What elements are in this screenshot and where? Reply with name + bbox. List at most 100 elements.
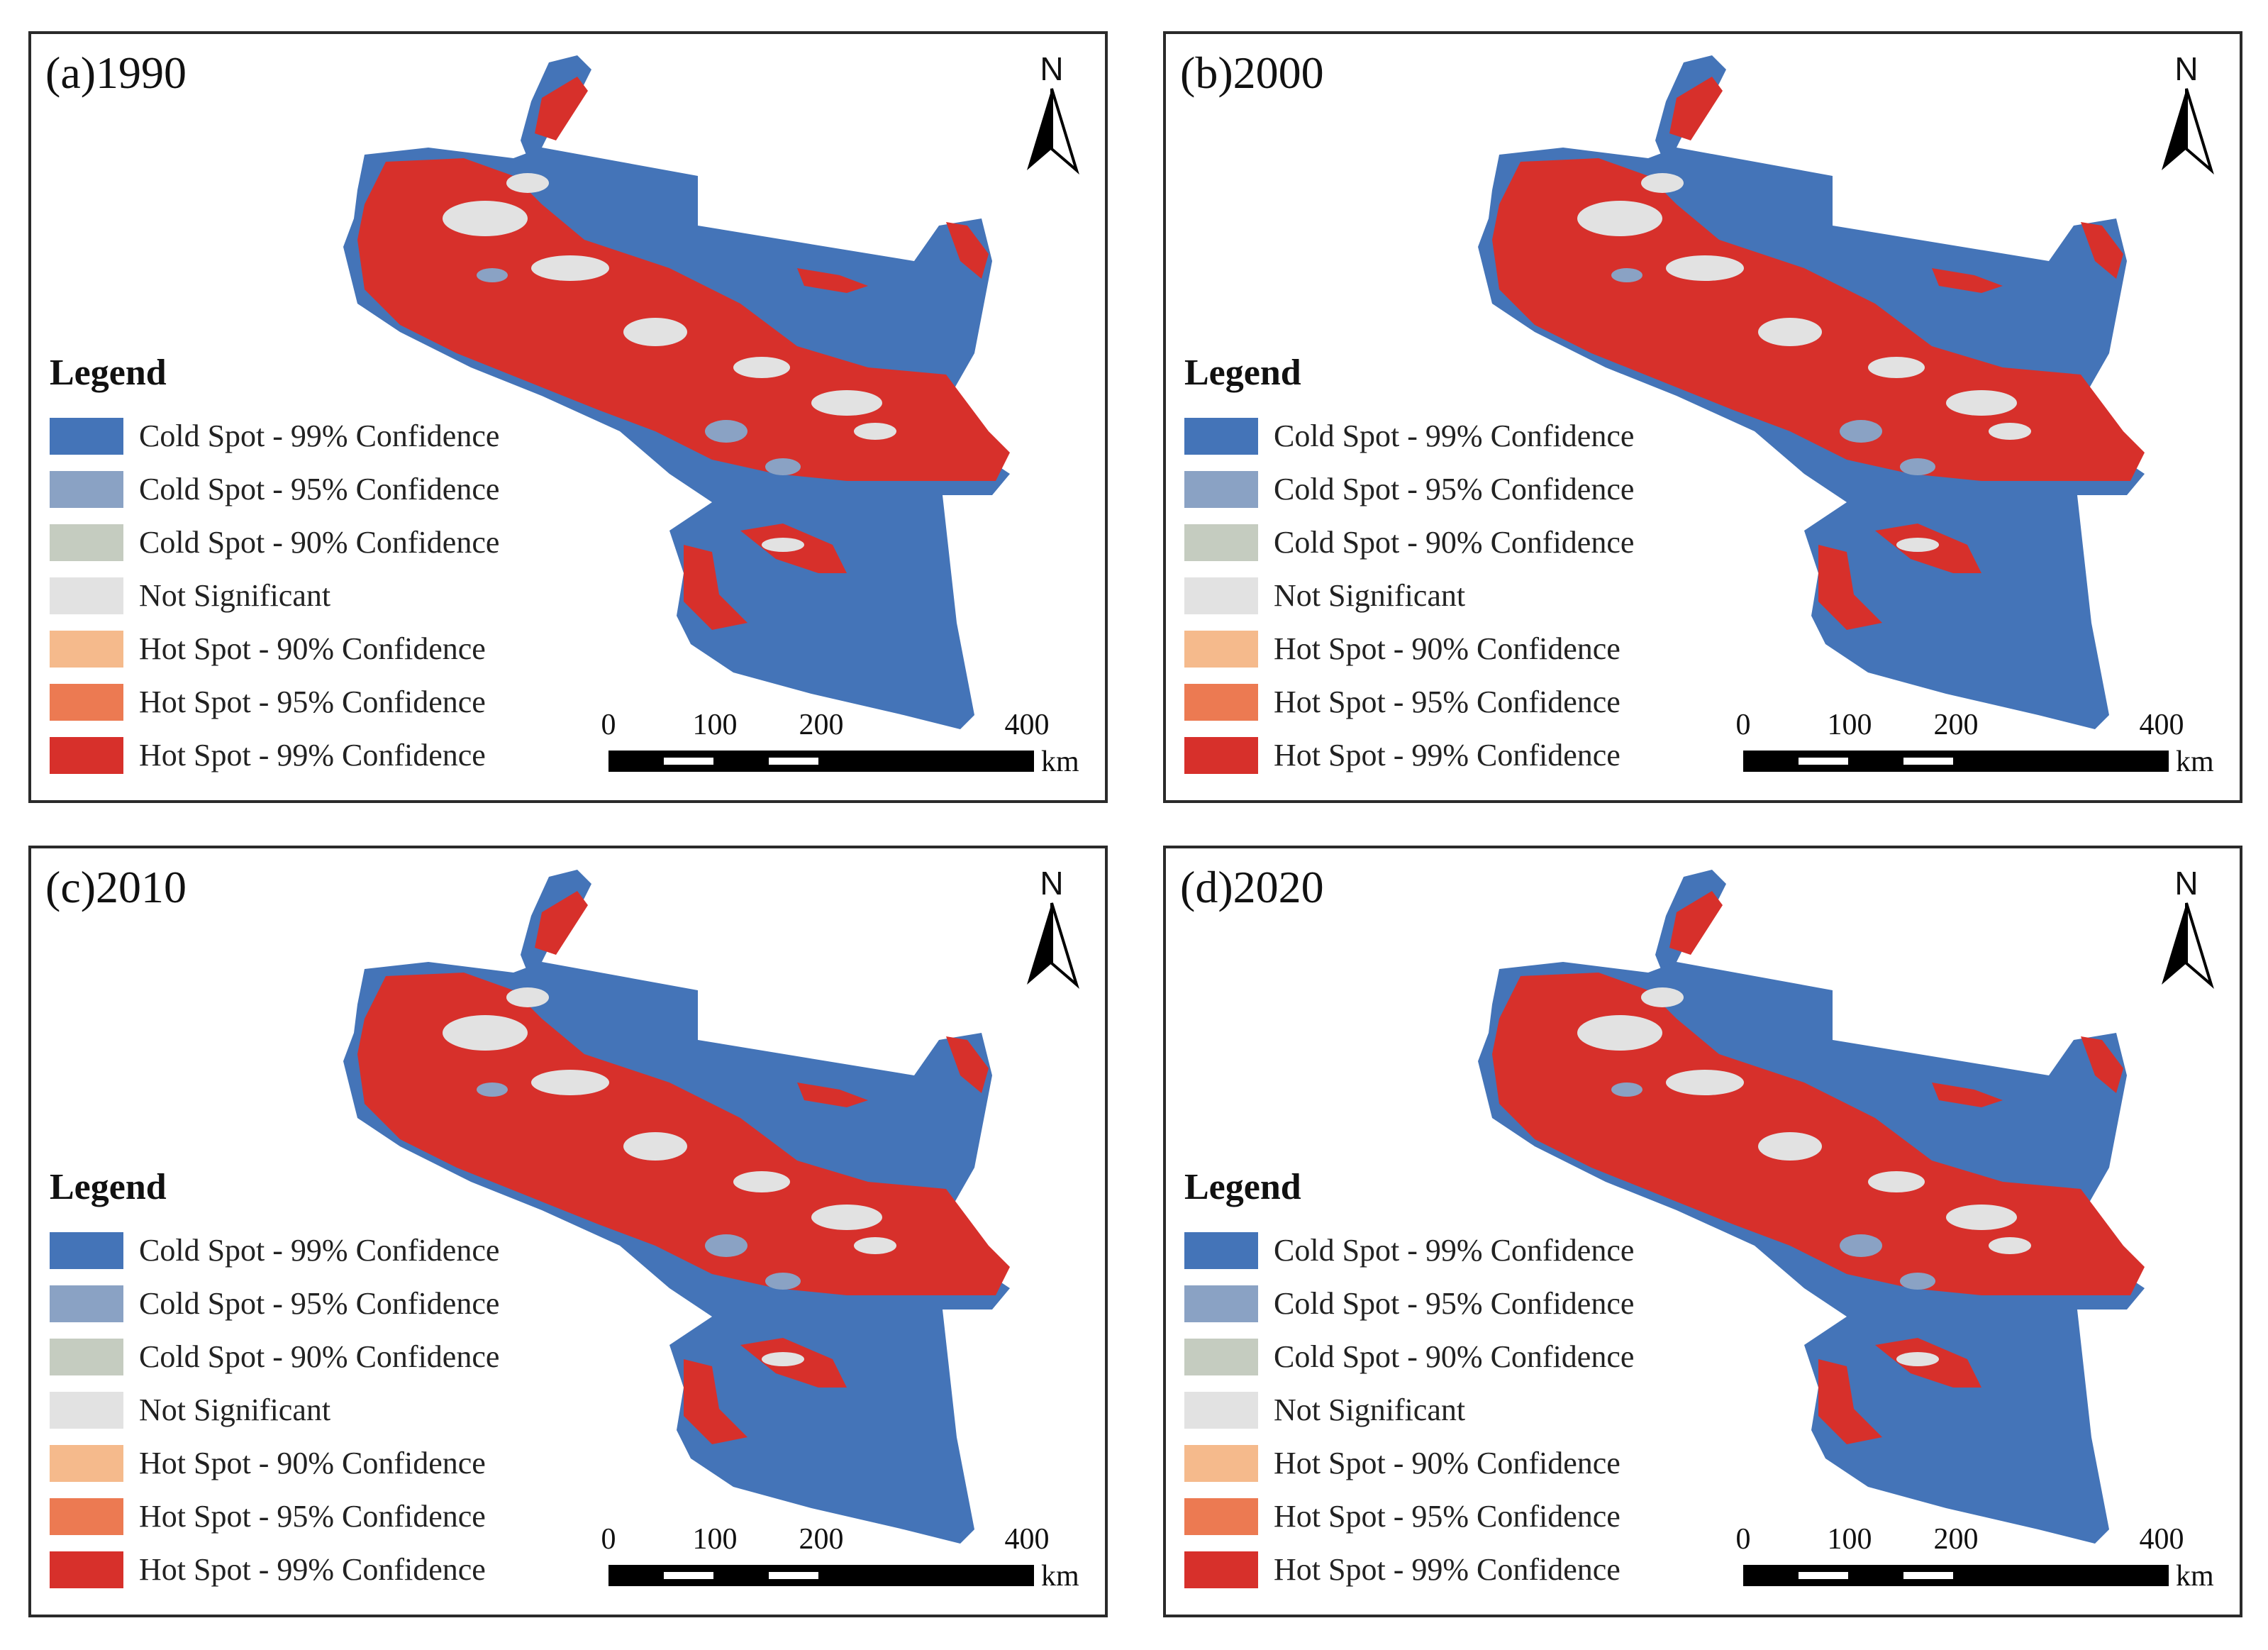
not-significant-area bbox=[1641, 173, 1684, 193]
scale-tick-label: 0 bbox=[1735, 709, 1751, 741]
legend-item: Hot Spot - 90% Confidence bbox=[50, 1436, 499, 1490]
legend-label: Cold Spot - 99% Confidence bbox=[139, 1233, 500, 1268]
legend-swatch bbox=[1184, 1338, 1258, 1375]
north-arrow-icon bbox=[1027, 902, 1079, 989]
legend-label: Cold Spot - 90% Confidence bbox=[139, 525, 500, 560]
north-label: N bbox=[2174, 50, 2198, 87]
north-arrow-icon bbox=[1027, 88, 1079, 175]
map-panel-4: (d)2020 N Legend Cold Spot - 99% Confide… bbox=[1163, 846, 2242, 1617]
legend-label: Cold Spot - 95% Confidence bbox=[1274, 472, 1635, 506]
legend-item: Cold Spot - 95% Confidence bbox=[50, 463, 499, 516]
hotspot-map bbox=[1478, 55, 2145, 729]
legend-title: Legend bbox=[1184, 353, 1301, 393]
legend-label: Hot Spot - 99% Confidence bbox=[139, 738, 486, 773]
legend-swatch bbox=[50, 1497, 123, 1535]
scale-tick-label: 0 bbox=[601, 1523, 616, 1556]
cold-spot-area bbox=[1611, 1083, 1642, 1097]
not-significant-area bbox=[1666, 255, 1744, 281]
not-significant-area bbox=[733, 357, 790, 378]
north-arrow: N bbox=[2155, 50, 2218, 184]
cold-spot-area bbox=[1840, 1234, 1882, 1257]
scale-unit: km bbox=[1041, 746, 1079, 778]
legend-label: Cold Spot - 95% Confidence bbox=[139, 1286, 500, 1321]
legend-swatch bbox=[50, 683, 123, 721]
scale-tick-label: 400 bbox=[1004, 709, 1050, 741]
legend-swatch bbox=[50, 470, 123, 508]
not-significant-area bbox=[1896, 1352, 1939, 1366]
north-label: N bbox=[1040, 50, 1064, 87]
legend-item: Hot Spot - 95% Confidence bbox=[50, 1490, 499, 1543]
not-significant-area bbox=[1989, 423, 2031, 440]
scale-tick-label: 200 bbox=[799, 1523, 844, 1556]
legend-label: Cold Spot - 95% Confidence bbox=[1274, 1286, 1635, 1321]
legend-item: Cold Spot - 99% Confidence bbox=[50, 409, 499, 463]
hotspot-map bbox=[343, 55, 1010, 729]
legend-swatch bbox=[1184, 1285, 1258, 1322]
legend-swatch bbox=[50, 1391, 123, 1429]
north-arrow-icon bbox=[2162, 88, 2214, 175]
not-significant-area bbox=[854, 1237, 896, 1254]
not-significant-area bbox=[762, 1352, 804, 1366]
legend-item: Not Significant bbox=[1184, 1383, 1634, 1436]
legend-label: Hot Spot - 90% Confidence bbox=[1274, 631, 1621, 666]
legend-label: Hot Spot - 95% Confidence bbox=[139, 685, 486, 719]
legend-swatch bbox=[1184, 1444, 1258, 1482]
panel-title: (d)2020 bbox=[1180, 862, 1324, 912]
legend-item: Cold Spot - 95% Confidence bbox=[50, 1277, 499, 1330]
scale-tick-label: 100 bbox=[692, 1523, 738, 1556]
not-significant-area bbox=[443, 201, 528, 236]
legend-label: Cold Spot - 95% Confidence bbox=[139, 472, 500, 506]
hot-spot-area bbox=[535, 891, 588, 955]
legend-swatch bbox=[1184, 683, 1258, 721]
map-panel-2: (b)2000 N Legend Cold Spot - 99% Confide… bbox=[1163, 31, 2242, 803]
not-significant-area bbox=[1896, 538, 1939, 552]
hot-spot-area bbox=[1669, 77, 1723, 140]
hot-spot-area bbox=[946, 222, 989, 279]
scale-unit: km bbox=[1041, 1560, 1079, 1593]
not-significant-area bbox=[733, 1171, 790, 1192]
scale-segment bbox=[769, 1572, 818, 1579]
scale-bar-graphic bbox=[608, 751, 1034, 772]
north-label: N bbox=[2174, 865, 2198, 902]
legend: Legend Cold Spot - 99% Confidence Cold Sp… bbox=[50, 352, 499, 782]
legend-label: Hot Spot - 99% Confidence bbox=[1274, 738, 1621, 773]
not-significant-area bbox=[854, 423, 896, 440]
north-arrow-icon bbox=[2162, 902, 2214, 989]
scale-tick-label: 200 bbox=[799, 709, 844, 741]
hot-spot-area bbox=[2081, 1036, 2123, 1093]
hot-spot-area bbox=[1932, 268, 2003, 293]
not-significant-area bbox=[506, 173, 549, 193]
legend-list: Cold Spot - 99% Confidence Cold Spot - 95… bbox=[1184, 1224, 1634, 1596]
legend-swatch bbox=[50, 577, 123, 614]
cold-spot-area bbox=[1840, 420, 1882, 443]
panel-title: (b)2000 bbox=[1180, 48, 1324, 98]
legend-label: Not Significant bbox=[1274, 1392, 1466, 1427]
cold-spot-patches bbox=[477, 268, 801, 475]
legend-item: Hot Spot - 95% Confidence bbox=[1184, 1490, 1634, 1543]
legend-swatch bbox=[50, 524, 123, 561]
legend-label: Not Significant bbox=[139, 1392, 331, 1427]
scale-tick-label: 100 bbox=[692, 709, 738, 741]
scale-tick-label: 0 bbox=[1735, 1523, 1751, 1556]
legend-label: Cold Spot - 90% Confidence bbox=[1274, 1339, 1635, 1374]
legend-swatch bbox=[1184, 417, 1258, 455]
scale-tick-label: 400 bbox=[1004, 1523, 1050, 1556]
legend-item: Hot Spot - 95% Confidence bbox=[1184, 675, 1634, 729]
legend-label: Hot Spot - 95% Confidence bbox=[139, 1499, 486, 1534]
scale-segment bbox=[1799, 1572, 1848, 1579]
legend-item: Not Significant bbox=[50, 1383, 499, 1436]
panel-title: (a)1990 bbox=[45, 48, 187, 98]
panel-title: (c)2010 bbox=[45, 862, 187, 912]
scale-tick-label: 200 bbox=[1933, 1523, 1979, 1556]
legend-swatch bbox=[1184, 736, 1258, 774]
legend-swatch bbox=[1184, 630, 1258, 668]
legend-swatch bbox=[1184, 524, 1258, 561]
not-significant-area bbox=[531, 1070, 609, 1095]
not-significant-area bbox=[443, 1015, 528, 1051]
legend-swatch bbox=[50, 1551, 123, 1588]
legend: Legend Cold Spot - 99% Confidence Cold Sp… bbox=[1184, 1166, 1634, 1596]
not-significant-area bbox=[1758, 318, 1822, 346]
legend-item: Cold Spot - 90% Confidence bbox=[1184, 1330, 1634, 1383]
scale-tick-label: 200 bbox=[1933, 709, 1979, 741]
legend-swatch bbox=[50, 417, 123, 455]
